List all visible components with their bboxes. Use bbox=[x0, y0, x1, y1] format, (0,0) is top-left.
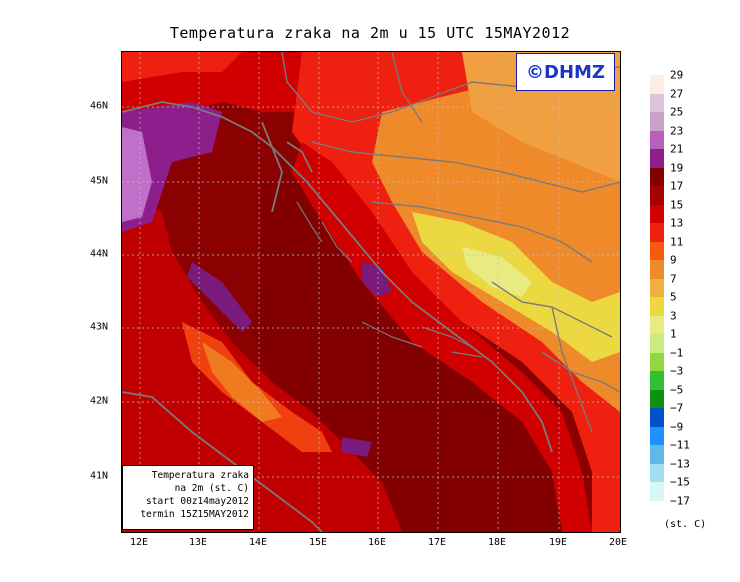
lon-label: 19E bbox=[548, 537, 568, 548]
legend-label: 29 bbox=[670, 68, 684, 82]
legend-label: 25 bbox=[670, 105, 684, 119]
info-line-units: na 2m (st. C) bbox=[174, 483, 249, 494]
legend-label: 11 bbox=[670, 235, 684, 248]
legend-swatch bbox=[650, 204, 664, 223]
legend-swatch bbox=[650, 352, 664, 371]
lat-label: 45N bbox=[90, 175, 109, 187]
legend-label: −11 bbox=[670, 438, 690, 452]
lon-label: 18E bbox=[487, 537, 507, 548]
legend-label: −15 bbox=[670, 475, 690, 489]
legend-swatch bbox=[650, 482, 664, 501]
lat-label: 41N bbox=[90, 470, 109, 482]
sea-purple-patch-south bbox=[342, 437, 372, 457]
lon-label: 14E bbox=[248, 537, 268, 548]
temperature-map bbox=[121, 51, 621, 533]
legend-swatch bbox=[650, 408, 664, 427]
legend-label: −1 bbox=[670, 346, 684, 359]
coast-hot-band bbox=[292, 142, 592, 532]
legend-swatch bbox=[650, 167, 664, 186]
legend-label: 21 bbox=[670, 142, 684, 156]
legend-swatch bbox=[650, 278, 664, 297]
legend-swatch bbox=[650, 334, 664, 353]
legend-label: −9 bbox=[670, 420, 684, 433]
sea-purple-patch bbox=[362, 262, 392, 297]
legend-swatch bbox=[650, 445, 664, 464]
legend-label: −7 bbox=[670, 401, 684, 415]
legend-swatch bbox=[650, 112, 664, 131]
legend-swatch bbox=[650, 130, 664, 149]
legend-label: 7 bbox=[670, 272, 677, 285]
lat-label: 46N bbox=[90, 100, 109, 112]
map-title: Temperatura zraka na 2m u 15 UTC 15MAY20… bbox=[169, 24, 571, 42]
lat-label: 42N bbox=[90, 395, 109, 407]
legend-swatch bbox=[650, 371, 664, 390]
legend-label: −5 bbox=[670, 383, 684, 396]
legend-label: 17 bbox=[670, 179, 684, 193]
legend-label: 19 bbox=[670, 161, 684, 174]
legend-label: 15 bbox=[670, 198, 684, 211]
legend-swatch bbox=[650, 260, 664, 279]
legend-swatch bbox=[650, 93, 664, 112]
legend-swatch bbox=[650, 241, 664, 260]
legend-label: 9 bbox=[670, 253, 677, 267]
lon-label: 13E bbox=[188, 537, 208, 548]
lon-label: 17E bbox=[427, 537, 447, 548]
legend-swatch bbox=[650, 463, 664, 482]
info-line-variable: Temperatura zraka bbox=[151, 470, 249, 481]
legend-label: 23 bbox=[670, 124, 684, 137]
lon-label: 16E bbox=[367, 537, 387, 548]
legend-swatch bbox=[650, 315, 664, 334]
legend-swatch bbox=[650, 149, 664, 168]
legend-label: 1 bbox=[670, 327, 677, 341]
coastlines bbox=[122, 101, 553, 532]
map-grid bbox=[122, 52, 620, 532]
temperature-field bbox=[122, 52, 620, 532]
lon-label: 12E bbox=[129, 537, 149, 548]
legend-swatch bbox=[650, 75, 664, 94]
legend-label: 3 bbox=[670, 309, 677, 322]
legend-label: −3 bbox=[670, 364, 684, 378]
legend-label: −17 bbox=[670, 494, 690, 507]
italy-land bbox=[122, 192, 402, 532]
lat-label: 44N bbox=[90, 248, 109, 260]
adriatic-sea bbox=[252, 172, 562, 532]
legend-swatch bbox=[650, 389, 664, 408]
legend-label: 13 bbox=[670, 216, 684, 230]
legend-swatch bbox=[650, 426, 664, 445]
balkans-pale-yellow bbox=[462, 247, 532, 297]
legend-swatch bbox=[650, 223, 664, 242]
po-valley-violet bbox=[122, 127, 152, 222]
lon-label: 20E bbox=[608, 537, 628, 548]
dhmz-logo: ©DHMZ bbox=[516, 53, 615, 91]
legend-swatch bbox=[650, 297, 664, 316]
adriatic-purple bbox=[187, 262, 252, 332]
info-box: Temperatura zraka na 2m (st. C) start 00… bbox=[122, 465, 254, 530]
legend-swatch bbox=[650, 186, 664, 205]
legend-label: 5 bbox=[670, 290, 677, 304]
legend-label: 27 bbox=[670, 87, 684, 100]
legend-label: −13 bbox=[670, 457, 690, 470]
islands bbox=[296, 201, 483, 358]
info-line-start: start 00z14may2012 bbox=[146, 496, 249, 507]
lon-label: 15E bbox=[308, 537, 328, 548]
alps-warm-band bbox=[122, 52, 242, 82]
legend-units: (st. C) bbox=[664, 519, 707, 530]
lat-label: 43N bbox=[90, 321, 109, 333]
info-line-termin: termin 15Z15MAY2012 bbox=[140, 509, 249, 520]
